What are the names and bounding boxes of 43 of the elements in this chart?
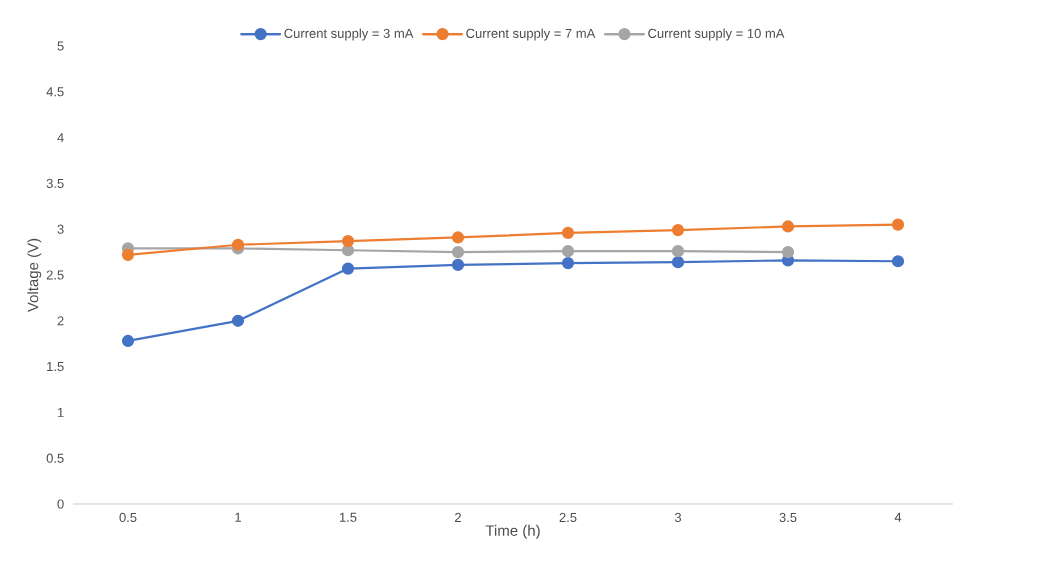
point	[451, 258, 465, 272]
point	[121, 334, 135, 348]
y-tick-label: 0.5	[46, 453, 64, 463]
point	[671, 224, 685, 237]
x-tick-label: 2.5	[559, 512, 577, 522]
legend-label: Current supply = 7 mA	[466, 28, 596, 41]
point	[451, 246, 465, 259]
y-tick-label: 4.5	[46, 87, 64, 97]
point	[781, 220, 795, 233]
point	[231, 238, 245, 251]
x-tick-label: 3.5	[779, 512, 797, 522]
y-tick-label: 5	[57, 41, 64, 51]
y-tick-label: 2.5	[46, 270, 64, 280]
x-tick-label: 3	[674, 512, 682, 522]
y-axis-title: Voltage (V)	[27, 238, 42, 313]
y-tick-label: 1	[57, 407, 64, 417]
point	[451, 231, 465, 244]
point	[341, 235, 355, 248]
y-tick-label: 0	[57, 499, 64, 509]
x-tick-label: 2	[455, 512, 461, 522]
point	[231, 314, 245, 327]
y-tick-label: 3.5	[46, 178, 64, 188]
point	[891, 218, 905, 231]
y-tick-label: 2	[57, 316, 64, 326]
point	[891, 255, 905, 268]
x-tick-label: 1.5	[339, 512, 357, 522]
legend-label: Current supply = 10 mA	[648, 28, 785, 41]
point	[671, 256, 685, 269]
point	[121, 248, 135, 261]
x-tick-label: 4	[894, 512, 902, 522]
x-axis-title: Time (h)	[485, 524, 540, 539]
point	[561, 226, 575, 239]
x-tick-label: 1	[235, 512, 241, 522]
x-tick-label: 0.5	[119, 512, 137, 522]
point	[561, 256, 575, 270]
y-tick-label: 3	[57, 224, 64, 234]
point	[561, 245, 575, 258]
y-tick-label: 4	[57, 133, 64, 143]
y-tick-label: 1.5	[47, 362, 64, 372]
legend-label: Current supply = 3 mA	[284, 28, 414, 41]
point	[781, 246, 795, 259]
point	[341, 262, 355, 275]
point	[671, 245, 685, 258]
